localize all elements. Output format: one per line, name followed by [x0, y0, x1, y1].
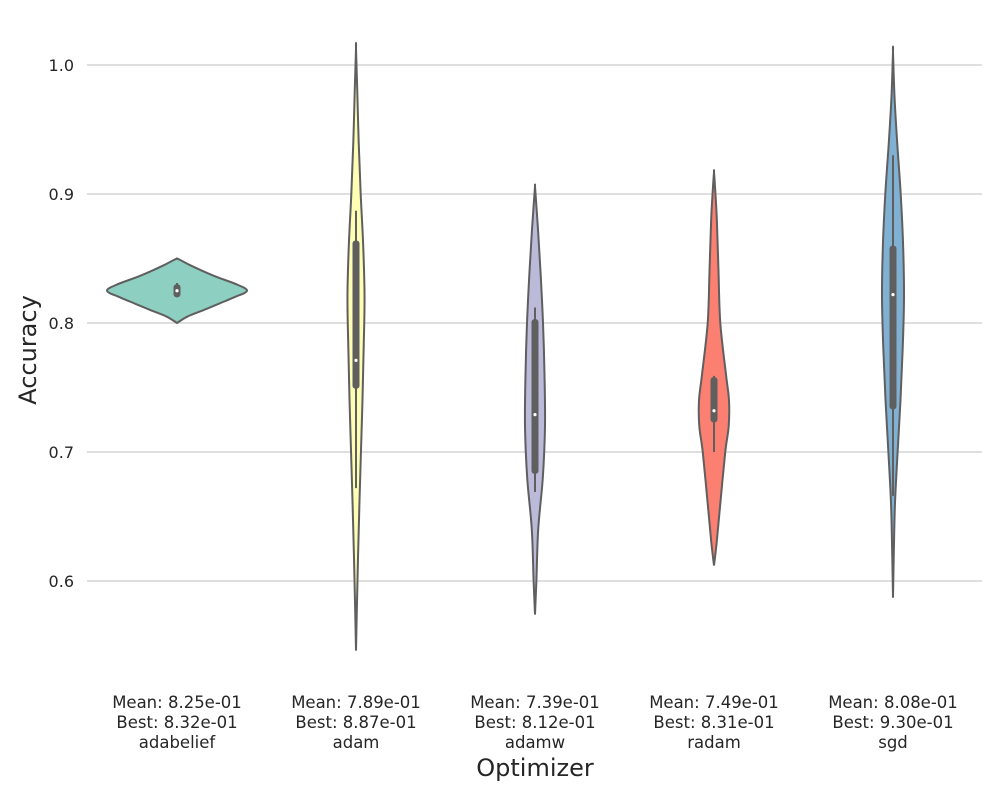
- violin-adabelief: [106, 257, 248, 325]
- violin-adamw: [523, 183, 547, 615]
- category-label: adamw: [505, 733, 565, 752]
- best-label: Best: 8.87e-01: [295, 713, 416, 732]
- category-label: sgd: [878, 733, 908, 752]
- y-axis-title: Accuracy: [14, 295, 42, 405]
- quartile-box: [531, 319, 539, 474]
- quartile-box: [352, 240, 360, 389]
- mean-label: Mean: 7.89e-01: [291, 693, 421, 712]
- median-marker: [175, 289, 179, 293]
- violin-sgd: [880, 45, 906, 598]
- category-label: adabelief: [139, 733, 217, 752]
- best-label: Best: 9.30e-01: [832, 713, 953, 732]
- median-marker: [891, 293, 895, 297]
- y-tick-label: 1.0: [49, 56, 74, 75]
- quartile-box: [889, 245, 897, 410]
- median-marker: [533, 412, 537, 417]
- median-marker: [354, 358, 358, 363]
- violin-body: [697, 169, 731, 566]
- mean-label: Mean: 8.25e-01: [112, 693, 242, 712]
- violin-adam: [346, 41, 366, 651]
- mean-label: Mean: 7.49e-01: [649, 693, 779, 712]
- best-label: Best: 8.32e-01: [116, 713, 237, 732]
- y-tick-label: 0.7: [49, 443, 74, 462]
- y-tick-label: 0.8: [49, 314, 74, 333]
- y-tick-labels: 0.6 0.7 0.8 0.9 1.0: [49, 56, 74, 591]
- y-tick-label: 0.9: [49, 185, 74, 204]
- best-label: Best: 8.12e-01: [474, 713, 595, 732]
- x-axis-title: Optimizer: [476, 754, 594, 782]
- violin-radam: [697, 169, 731, 566]
- quartile-box: [710, 377, 718, 423]
- y-tick-label: 0.6: [49, 572, 74, 591]
- category-label: radam: [687, 733, 741, 752]
- mean-label: Mean: 8.08e-01: [828, 693, 958, 712]
- violins: [106, 41, 906, 651]
- category-label: adam: [333, 733, 380, 752]
- median-marker: [712, 409, 716, 413]
- mean-label: Mean: 7.39e-01: [470, 693, 600, 712]
- best-label: Best: 8.31e-01: [653, 713, 774, 732]
